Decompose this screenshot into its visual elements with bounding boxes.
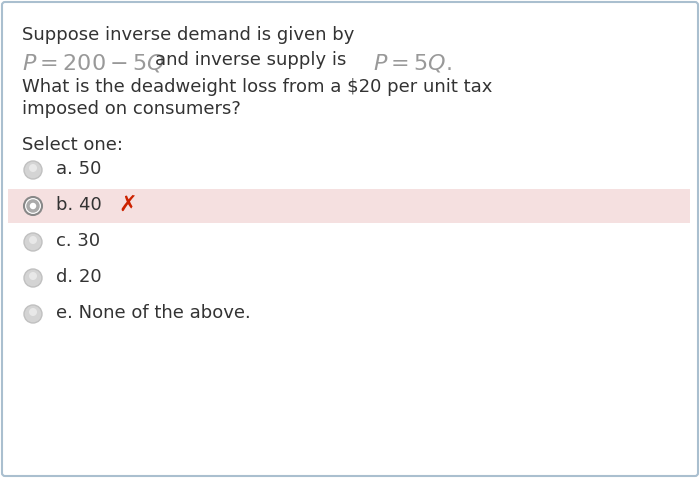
Text: a. 50: a. 50 xyxy=(56,160,102,178)
FancyBboxPatch shape xyxy=(8,189,690,223)
Circle shape xyxy=(29,272,37,280)
Text: e. None of the above.: e. None of the above. xyxy=(56,304,251,322)
Text: c. 30: c. 30 xyxy=(56,232,100,250)
Text: ✗: ✗ xyxy=(118,195,136,215)
Circle shape xyxy=(24,269,42,287)
Circle shape xyxy=(24,197,42,215)
Circle shape xyxy=(24,161,42,179)
Circle shape xyxy=(24,233,42,251)
Circle shape xyxy=(24,305,42,323)
Text: What is the deadweight loss from a $20 per unit tax: What is the deadweight loss from a $20 p… xyxy=(22,78,492,96)
Text: d. 20: d. 20 xyxy=(56,268,102,286)
Circle shape xyxy=(29,308,37,316)
Circle shape xyxy=(29,236,37,244)
Text: b. 40: b. 40 xyxy=(56,196,102,214)
Circle shape xyxy=(28,201,38,211)
Text: imposed on consumers?: imposed on consumers? xyxy=(22,100,241,118)
Text: $P = 5Q.$: $P = 5Q.$ xyxy=(373,52,452,74)
Circle shape xyxy=(29,164,37,172)
Text: Suppose inverse demand is given by: Suppose inverse demand is given by xyxy=(22,26,354,44)
Text: Select one:: Select one: xyxy=(22,136,123,154)
Text: $P = 200-5Q$: $P = 200-5Q$ xyxy=(22,52,165,74)
Text: and inverse supply is: and inverse supply is xyxy=(155,51,346,69)
